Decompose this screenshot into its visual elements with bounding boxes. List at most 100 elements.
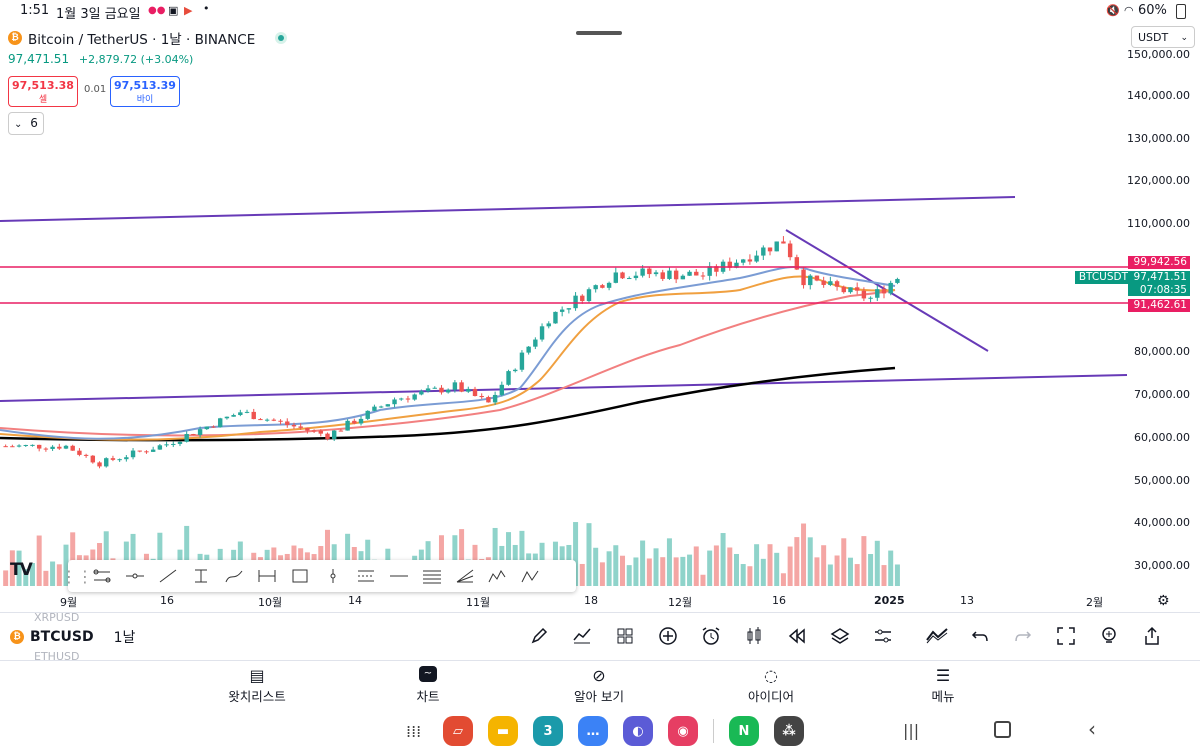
recent-apps-icon[interactable]: |||: [903, 721, 920, 740]
volume-bar: [56, 564, 62, 586]
redo-icon[interactable]: [1008, 621, 1038, 651]
candle-body: [761, 247, 766, 256]
volume-bar: [713, 545, 719, 586]
candle-body: [36, 444, 42, 449]
candle-body: [566, 308, 572, 310]
price-range-tool-icon[interactable]: [188, 563, 214, 589]
price-label: 130,000.00: [1127, 132, 1190, 145]
abc-pattern-tool-icon[interactable]: [518, 563, 544, 589]
candle-body: [539, 326, 545, 340]
volume-bar: [707, 550, 713, 586]
layers-icon[interactable]: [825, 621, 855, 651]
indicators-toggle[interactable]: ⌄ 6: [8, 112, 44, 135]
candle-body: [63, 445, 69, 449]
nav-watchlist[interactable]: ▤ 왓치리스트: [217, 666, 297, 705]
volume-bar: [680, 556, 686, 586]
share-icon[interactable]: [1137, 621, 1167, 651]
volume-bar: [700, 574, 706, 586]
home-icon[interactable]: [994, 721, 1011, 738]
files-app-icon[interactable]: ▬: [488, 716, 518, 746]
back-icon[interactable]: ‹: [1088, 717, 1096, 741]
toolbar-drag-handle-icon[interactable]: ⋮⋮: [61, 566, 93, 586]
symbol-title: Bitcoin / TetherUS · 1날 · BINANCE: [28, 32, 256, 48]
volume-bar: [827, 564, 833, 586]
candle-body: [740, 259, 746, 263]
candle-body: [412, 394, 417, 400]
volume-bar: [646, 558, 652, 586]
pencil-icon[interactable]: [524, 621, 554, 651]
app-drawer-icon[interactable]: ⁞⁞⁞: [406, 721, 422, 741]
add-indicator-icon[interactable]: [653, 621, 683, 651]
tradingview-logo: TV: [10, 560, 33, 580]
candle-body: [459, 382, 464, 392]
nav-explore[interactable]: ⊘ 알아 보기: [559, 666, 639, 705]
calendar-app-icon[interactable]: 3: [533, 716, 563, 746]
currency-select[interactable]: USDT ⌄: [1131, 26, 1195, 48]
candles-icon[interactable]: [739, 621, 769, 651]
elliott-wave-tool-icon[interactable]: [485, 563, 511, 589]
notes-app-icon[interactable]: ▱: [443, 716, 473, 746]
trend-channel-tool-icon[interactable]: [89, 563, 115, 589]
ideas-lightbulb-icon[interactable]: [1094, 621, 1124, 651]
sell-label: 셀: [38, 95, 48, 105]
replay-icon[interactable]: [782, 621, 812, 651]
fib-fan-tool-icon[interactable]: [452, 563, 478, 589]
candle-body: [23, 444, 28, 446]
candle-body: [345, 420, 350, 431]
messages-app-icon[interactable]: …: [578, 716, 608, 746]
volume-bar: [653, 548, 659, 586]
symbol-header[interactable]: ₿ Bitcoin / TetherUS · 1날 · BINANCE: [8, 28, 288, 48]
price-chart[interactable]: [0, 48, 1130, 592]
volume-bar: [586, 523, 592, 586]
candle-body: [875, 289, 880, 298]
candle-body: [419, 391, 424, 395]
brush-tool-icon[interactable]: [221, 563, 247, 589]
buy-button[interactable]: 97,513.39 바이: [110, 76, 180, 107]
undo-icon[interactable]: [965, 621, 995, 651]
symbol-switcher[interactable]: ₿ BTCUSD 1날: [10, 627, 135, 647]
candle-body: [83, 454, 89, 456]
app-folder-icon[interactable]: ⁂: [774, 716, 804, 746]
vertical-line-tool-icon[interactable]: [320, 563, 346, 589]
horizontal-ray-tool-icon[interactable]: [122, 563, 148, 589]
fullscreen-icon[interactable]: [1051, 621, 1081, 651]
candle-body: [673, 270, 679, 280]
candle-body: [834, 281, 840, 287]
compare-icon[interactable]: [922, 621, 952, 651]
candle-body: [526, 346, 531, 353]
naver-app-icon[interactable]: N: [729, 716, 759, 746]
nav-ideas[interactable]: ◌ 아이디어: [731, 666, 811, 705]
drag-handle[interactable]: [576, 31, 622, 35]
alarm-clock-icon[interactable]: [696, 621, 726, 651]
volume-bar: [36, 535, 42, 586]
internet-app-icon[interactable]: ◐: [623, 716, 653, 746]
sell-button[interactable]: 97,513.38 셀: [8, 76, 78, 107]
nav-menu[interactable]: ☰ 메뉴: [903, 666, 983, 705]
interval-button[interactable]: 1날: [113, 630, 136, 646]
candle-body: [553, 311, 558, 324]
time-label: 11월: [466, 596, 491, 609]
horizontal-line-tool-icon[interactable]: [386, 563, 412, 589]
candle-body: [50, 446, 55, 449]
volume-bar: [888, 550, 894, 586]
upper-channel-trendline[interactable]: [0, 196, 1016, 222]
parallel-channel-tool-icon[interactable]: [353, 563, 379, 589]
symbol-peek-above: XRPUSD: [34, 611, 80, 624]
trend-line-tool-icon[interactable]: [155, 563, 181, 589]
layout-grid-icon[interactable]: [610, 621, 640, 651]
chart-type-icon[interactable]: [567, 621, 597, 651]
nav-chart[interactable]: ~ 차트: [388, 666, 468, 705]
date-range-tool-icon[interactable]: [254, 563, 280, 589]
settings-gear-icon[interactable]: ⚙: [1157, 593, 1170, 609]
chart-settings-icon[interactable]: [868, 621, 898, 651]
volume-bar: [794, 537, 800, 586]
candle-body: [492, 394, 498, 403]
candle-body: [854, 287, 860, 291]
volume-bar: [807, 537, 813, 586]
nav-chart-label: 차트: [416, 689, 440, 704]
camera-app-icon[interactable]: ◉: [668, 716, 698, 746]
rectangle-tool-icon[interactable]: [287, 563, 313, 589]
nav-explore-label: 알아 보기: [574, 689, 624, 704]
price-label: 150,000.00: [1127, 48, 1190, 61]
fib-retracement-tool-icon[interactable]: [419, 563, 445, 589]
